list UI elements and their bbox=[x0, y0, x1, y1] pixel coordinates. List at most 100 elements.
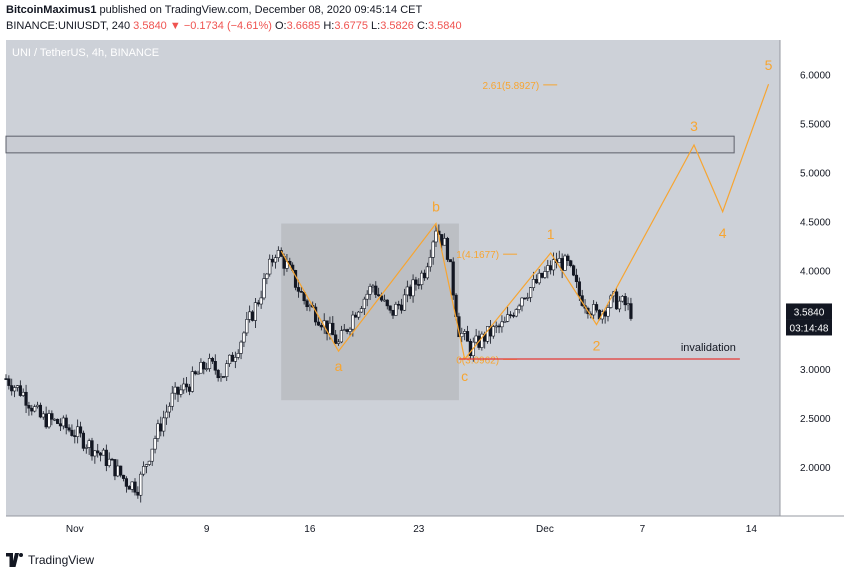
candle-body[interactable] bbox=[144, 464, 149, 467]
candle-body[interactable] bbox=[377, 294, 381, 297]
candle-body[interactable] bbox=[156, 423, 160, 439]
candle-body[interactable] bbox=[594, 304, 599, 311]
candle-body[interactable] bbox=[362, 298, 366, 309]
candle-body[interactable] bbox=[463, 331, 467, 334]
candle-body[interactable] bbox=[316, 321, 321, 326]
candle-body[interactable] bbox=[528, 287, 533, 298]
candle-body[interactable] bbox=[170, 392, 174, 407]
candle-body[interactable] bbox=[93, 450, 97, 457]
candle-body[interactable] bbox=[474, 335, 478, 343]
candle-body[interactable] bbox=[405, 286, 409, 296]
candle-body[interactable] bbox=[242, 332, 246, 343]
candle-body[interactable] bbox=[334, 334, 338, 344]
candle-body[interactable] bbox=[159, 423, 163, 432]
candle-body[interactable] bbox=[276, 250, 280, 258]
candle-body[interactable] bbox=[517, 305, 521, 310]
candle-body[interactable] bbox=[84, 447, 88, 449]
candle-body[interactable] bbox=[526, 297, 530, 299]
resistance-zone[interactable] bbox=[5, 135, 735, 154]
candle-body[interactable] bbox=[162, 417, 166, 432]
candle-body[interactable] bbox=[606, 307, 610, 317]
candle-body[interactable] bbox=[239, 341, 243, 354]
candle-body[interactable] bbox=[571, 265, 576, 276]
candle-body[interactable] bbox=[113, 459, 117, 477]
candle-body[interactable] bbox=[623, 296, 627, 306]
candle-body[interactable] bbox=[520, 297, 524, 307]
candle-body[interactable] bbox=[185, 383, 189, 388]
candle-body[interactable] bbox=[47, 413, 51, 428]
candle-body[interactable] bbox=[133, 481, 137, 493]
candle-body[interactable] bbox=[213, 361, 217, 371]
tradingview-logo-icon[interactable] bbox=[6, 553, 24, 567]
candle-body[interactable] bbox=[374, 285, 378, 295]
candle-body[interactable] bbox=[411, 279, 415, 297]
candle-body[interactable] bbox=[205, 368, 209, 370]
candle-body[interactable] bbox=[176, 386, 180, 395]
candle-body[interactable] bbox=[402, 294, 407, 311]
candle-body[interactable] bbox=[408, 286, 412, 297]
candle-body[interactable] bbox=[508, 314, 513, 316]
candle-body[interactable] bbox=[428, 257, 432, 268]
candle-body[interactable] bbox=[24, 391, 28, 406]
candle-body[interactable] bbox=[497, 325, 501, 328]
candle-body[interactable] bbox=[99, 452, 103, 456]
candle-body[interactable] bbox=[368, 286, 372, 295]
candle-body[interactable] bbox=[431, 241, 435, 258]
candle-body[interactable] bbox=[199, 362, 203, 374]
candle-body[interactable] bbox=[228, 354, 232, 364]
candle-body[interactable] bbox=[150, 448, 154, 462]
candle-body[interactable] bbox=[222, 376, 226, 378]
candle-body[interactable] bbox=[121, 474, 126, 479]
candle-body[interactable] bbox=[273, 257, 278, 263]
candle-body[interactable] bbox=[164, 411, 169, 419]
candle-body[interactable] bbox=[531, 279, 536, 288]
author-name[interactable]: BitcoinMaximus1 bbox=[6, 4, 97, 16]
candle-body[interactable] bbox=[187, 386, 192, 392]
candle-body[interactable] bbox=[442, 238, 447, 246]
candle-body[interactable] bbox=[35, 404, 40, 407]
consolidation-box[interactable] bbox=[281, 223, 459, 401]
candle-body[interactable] bbox=[210, 358, 215, 362]
candle-body[interactable] bbox=[385, 299, 389, 307]
candle-body[interactable] bbox=[351, 314, 355, 330]
candle-body[interactable] bbox=[127, 486, 131, 490]
candle-body[interactable] bbox=[425, 266, 430, 279]
candle-body[interactable] bbox=[328, 322, 332, 335]
candle-body[interactable] bbox=[153, 438, 157, 450]
candle-body[interactable] bbox=[44, 413, 48, 428]
candle-body[interactable] bbox=[21, 391, 25, 396]
candle-body[interactable] bbox=[90, 440, 94, 457]
candle-body[interactable] bbox=[563, 255, 567, 271]
candle-body[interactable] bbox=[414, 279, 418, 285]
candle-body[interactable] bbox=[58, 423, 63, 427]
candle-body[interactable] bbox=[379, 295, 384, 301]
candle-body[interactable] bbox=[391, 309, 395, 316]
candle-body[interactable] bbox=[629, 303, 633, 319]
price-chart[interactable]: UNI / TetherUS, 4h, BINANCE USDT 6.0000 5.5… bbox=[0, 38, 850, 544]
candle-body[interactable] bbox=[119, 465, 123, 476]
candle-body[interactable] bbox=[319, 324, 323, 328]
candle-body[interactable] bbox=[546, 265, 550, 272]
candle-body[interactable] bbox=[302, 292, 306, 302]
candle-body[interactable] bbox=[308, 305, 312, 308]
candle-body[interactable] bbox=[359, 308, 364, 313]
candle-body[interactable] bbox=[500, 321, 504, 328]
candle-body[interactable] bbox=[299, 291, 303, 293]
candle-body[interactable] bbox=[354, 314, 358, 318]
candle-body[interactable] bbox=[342, 329, 346, 331]
candle-body[interactable] bbox=[491, 326, 495, 337]
wave-path[interactable] bbox=[280, 83, 770, 361]
candle-body[interactable] bbox=[537, 272, 541, 284]
candle-body[interactable] bbox=[250, 311, 255, 321]
candle-body[interactable] bbox=[116, 465, 120, 477]
candle-body[interactable] bbox=[265, 273, 269, 279]
candle-body[interactable] bbox=[81, 432, 85, 449]
candle-body[interactable] bbox=[365, 293, 369, 300]
candle-body[interactable] bbox=[15, 385, 20, 388]
candle-body[interactable] bbox=[96, 450, 100, 454]
candle-body[interactable] bbox=[202, 362, 206, 370]
candle-body[interactable] bbox=[371, 285, 375, 288]
candle-body[interactable] bbox=[110, 458, 114, 461]
candle-body[interactable] bbox=[557, 258, 561, 263]
candle-body[interactable] bbox=[67, 427, 71, 431]
